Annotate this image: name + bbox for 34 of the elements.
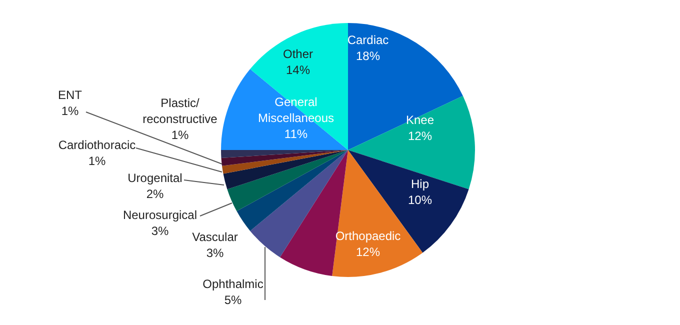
data-label: 11% (284, 127, 308, 141)
data-label: 1% (88, 154, 106, 168)
slice-label: Urogenital (128, 171, 182, 185)
data-label: 5% (224, 293, 242, 307)
data-label: 1% (61, 104, 79, 118)
slice-label: Other (282, 47, 314, 61)
pie-slice (348, 23, 463, 150)
data-label: 18% (356, 49, 380, 63)
data-label: 12% (356, 245, 380, 259)
data-label: 12% (408, 129, 432, 143)
slice-label: Hip (410, 177, 430, 191)
data-label: 3% (151, 224, 169, 238)
data-label: 3% (206, 246, 224, 260)
slice-label: Orthopaedic (335, 229, 401, 243)
pie-slice (348, 96, 475, 190)
slice-label: Knee (406, 113, 434, 127)
pie-slice (221, 150, 348, 166)
pie-slice (223, 150, 348, 190)
slice-label: Neurosurgical (122, 208, 198, 222)
slice-label: Cardiothoracic (58, 138, 136, 152)
pie-slice (250, 23, 348, 150)
slice-label: ENT (58, 88, 83, 102)
slice-label: General Miscellaneous (258, 95, 334, 125)
data-label: 10% (408, 193, 432, 207)
slice-label: Vascular (192, 230, 238, 244)
slice-label: Ophthalmic (202, 277, 264, 291)
data-label: 14% (286, 63, 310, 77)
pie-slice (236, 150, 348, 231)
slice-label: Cardiac (347, 33, 389, 47)
pie-slice (227, 150, 348, 212)
data-label: 1% (171, 128, 189, 142)
pie-slice (222, 150, 348, 174)
data-label: 2% (146, 187, 164, 201)
slice-label: Plastic/ reconstructive (142, 96, 218, 126)
